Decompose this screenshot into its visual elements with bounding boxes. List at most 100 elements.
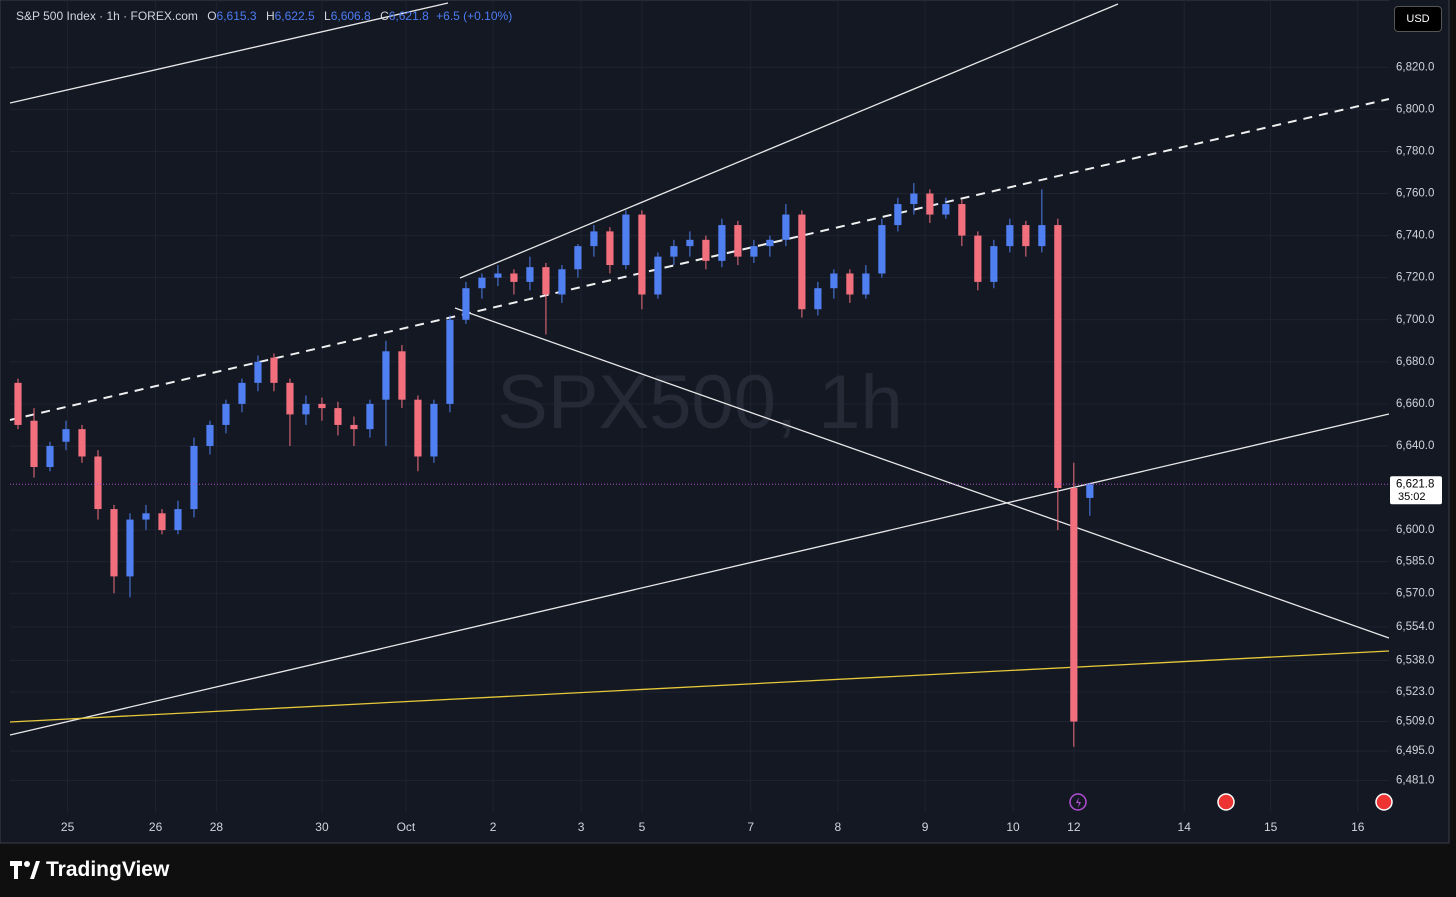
currency-button[interactable]: USD (1394, 6, 1442, 32)
candle-body (318, 403, 326, 409)
candle-body (110, 509, 118, 577)
last-price-tag (1390, 476, 1442, 505)
candle-body (910, 193, 918, 205)
event-icon[interactable] (1217, 793, 1235, 811)
brand-name: TradingView (46, 858, 170, 881)
x-tick-label: 5 (639, 820, 646, 834)
x-tick-label: 2 (490, 820, 497, 834)
candle-body (478, 277, 486, 289)
x-tick-label: 12 (1067, 820, 1081, 834)
candle-body (350, 424, 358, 430)
candle-body (1070, 488, 1078, 722)
candle-body (734, 225, 742, 257)
y-tick-label: 6,538.0 (1396, 655, 1434, 667)
x-tick-label: 28 (210, 820, 224, 834)
x-tick-label: 8 (835, 820, 842, 834)
candle-body (718, 225, 726, 261)
candle-body (302, 403, 310, 415)
candle-body (782, 214, 790, 240)
ohlc-key: C (380, 9, 389, 23)
x-tick-label: 3 (578, 820, 585, 834)
candle-body (558, 269, 566, 295)
symbol: S&P 500 Index · 1h · FOREX.com (16, 9, 198, 23)
y-tick-label: 6,554.0 (1396, 621, 1434, 633)
candle-body (1022, 225, 1030, 247)
candle-body (254, 361, 262, 383)
candle-body (974, 235, 982, 282)
x-tick-label: 9 (922, 820, 929, 834)
candle-body (606, 231, 614, 266)
candle-body (430, 403, 438, 457)
x-tick-label: 15 (1264, 820, 1278, 834)
x-tick-label: Oct (397, 820, 416, 834)
candle-body (414, 399, 422, 457)
candle-body (126, 519, 134, 577)
y-tick-label: 6,720.0 (1396, 272, 1434, 284)
candle-body (990, 246, 998, 282)
candle-body (1038, 225, 1046, 247)
ohlc-value: 6,621.8 (388, 9, 429, 23)
ohlc-value: 6,622.5 (274, 9, 315, 23)
x-tick-label: 26 (149, 820, 163, 834)
axes: 6,820.0 6,800.0 6,780.0 6,760.0 6,740.0 6,720… (10, 61, 1442, 834)
candle-body (334, 408, 342, 425)
y-tick-label: 6,523.0 (1396, 686, 1434, 698)
candle-body (14, 382, 22, 425)
candle-body (46, 445, 54, 468)
candle-body (686, 239, 694, 247)
ohlc-value: 6,615.3 (216, 9, 257, 23)
candle-body (574, 246, 582, 270)
trend-line (459, 3, 1119, 279)
candle-body (398, 351, 406, 400)
candle-body (894, 204, 902, 226)
candle-body (1086, 484, 1094, 498)
ohlc-key: L (324, 9, 331, 23)
y-tick-label: 6,740.0 (1396, 230, 1434, 242)
chart-frame (0, 0, 1450, 844)
candle-body (142, 513, 150, 520)
candle-body (94, 456, 102, 510)
countdown-label: 35:02 (1398, 491, 1426, 503)
candle-body (622, 214, 630, 266)
candle-body (190, 445, 198, 510)
last-price-label: 6,621.8 (1396, 478, 1434, 490)
ohlc-value: 6,606.8 (330, 9, 371, 23)
candle-body (798, 214, 806, 310)
y-tick-label: 6,640.0 (1396, 440, 1434, 452)
candle-body (814, 288, 822, 310)
trend-line (9, 98, 1390, 421)
candle-body (446, 319, 454, 404)
candle-body (222, 403, 230, 425)
candle-body (766, 239, 774, 247)
candle-body (462, 288, 470, 320)
candle-body (846, 273, 854, 295)
trend-line (9, 413, 1390, 736)
event-icon[interactable] (1375, 793, 1393, 811)
legend-header: S&P 500 Index · 1h · FOREX.com O6,615.3 … (16, 9, 512, 23)
ohlc-key: H (265, 9, 275, 23)
y-tick-label: 6,780.0 (1396, 145, 1434, 157)
y-tick-label: 6,700.0 (1396, 314, 1434, 326)
watermark: SPX500, 1h (497, 360, 903, 445)
candle-body (942, 204, 950, 215)
candle-body (238, 382, 246, 404)
change: +6.5 (+0.10%) (436, 9, 513, 23)
candle-body (542, 267, 550, 295)
candle-body (382, 351, 390, 400)
candle-body (958, 204, 966, 236)
x-tick-label: 10 (1006, 820, 1020, 834)
ohlc-key: O (207, 9, 217, 23)
candle-body (510, 273, 518, 282)
y-tick-label: 6,509.0 (1396, 716, 1434, 728)
candle-body (862, 273, 870, 295)
trend-line (9, 2, 449, 104)
candle-body (702, 239, 710, 261)
y-tick-label: 6,481.0 (1396, 774, 1434, 786)
x-tick-label: 14 (1178, 820, 1192, 834)
candle-body (830, 273, 838, 289)
y-tick-label: 6,760.0 (1396, 188, 1434, 200)
candle-body (62, 429, 70, 442)
candle-body (638, 214, 646, 295)
drawings (9, 2, 1390, 736)
candle-body (1054, 225, 1062, 489)
